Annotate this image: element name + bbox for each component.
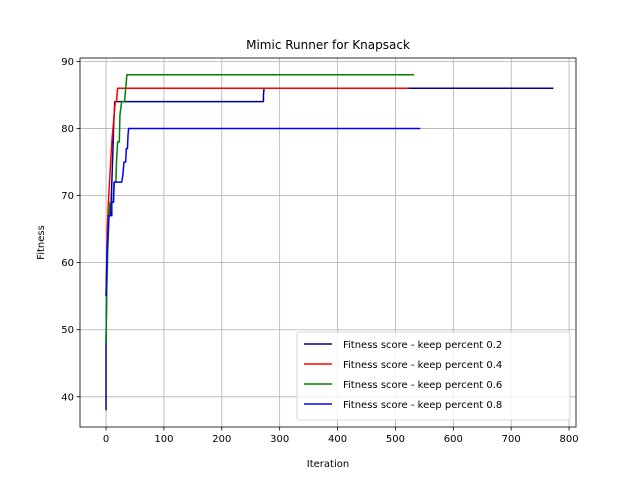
- x-tick-label: 100: [154, 434, 173, 445]
- chart-title: Mimic Runner for Knapsack: [246, 38, 410, 52]
- y-tick-label: 80: [61, 124, 74, 135]
- legend-label: Fitness score - keep percent 0.2: [343, 340, 502, 351]
- legend-box: [296, 331, 571, 421]
- y-tick-label: 40: [61, 392, 74, 403]
- legend-label: Fitness score - keep percent 0.8: [343, 400, 502, 411]
- axis-ticks: 0 100 200 300 400 500 600 700 800 40 50 60 70 80 90: [61, 57, 578, 445]
- y-tick-label: 60: [61, 258, 74, 269]
- y-axis-label: Fitness: [36, 225, 47, 260]
- x-tick-label: 300: [270, 434, 289, 445]
- series-line-2: [105, 87, 409, 297]
- legend: Fitness score - keep percent 0.2 Fitness …: [296, 331, 571, 421]
- x-tick-label: 500: [386, 434, 405, 445]
- series-line-4: [105, 127, 421, 297]
- x-tick-label: 700: [502, 434, 521, 445]
- x-tick-label: 600: [444, 434, 463, 445]
- x-tick-label: 0: [103, 434, 109, 445]
- x-axis-label: Iteration: [307, 459, 349, 470]
- x-tick-label: 800: [560, 434, 579, 445]
- legend-label: Fitness score - keep percent 0.4: [343, 360, 502, 371]
- series-lines: [105, 74, 554, 411]
- plot-frame: [79, 57, 577, 428]
- y-tick-label: 90: [61, 57, 74, 68]
- y-tick-label: 50: [61, 325, 74, 336]
- y-tick-label: 70: [61, 191, 74, 202]
- legend-label: Fitness score - keep percent 0.6: [343, 380, 502, 391]
- x-tick-label: 200: [212, 434, 231, 445]
- x-tick-label: 400: [328, 434, 347, 445]
